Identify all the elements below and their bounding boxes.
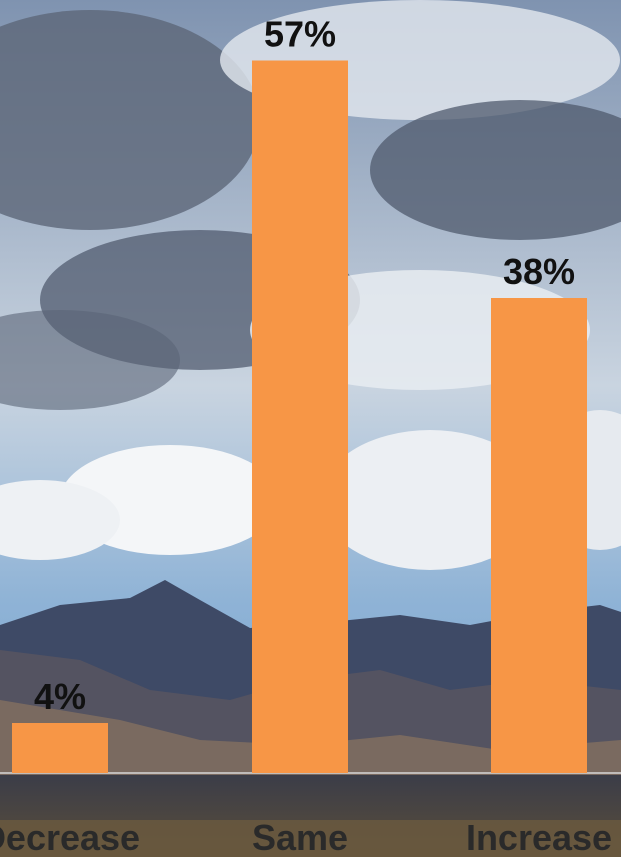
bar <box>491 298 587 773</box>
value-label: 57% <box>264 14 336 55</box>
value-label: 38% <box>503 251 575 292</box>
category-label: Decrease <box>0 817 140 857</box>
category-label: Increase <box>466 817 612 857</box>
page: 4%Decrease57%Same38%Increase (() => { co… <box>0 0 621 857</box>
bar <box>12 723 108 773</box>
value-label: 4% <box>34 676 86 717</box>
chart: 4% Decrease 57% Same 38% Increase <box>0 0 621 857</box>
bar <box>252 61 348 774</box>
category-label: Same <box>252 817 348 857</box>
